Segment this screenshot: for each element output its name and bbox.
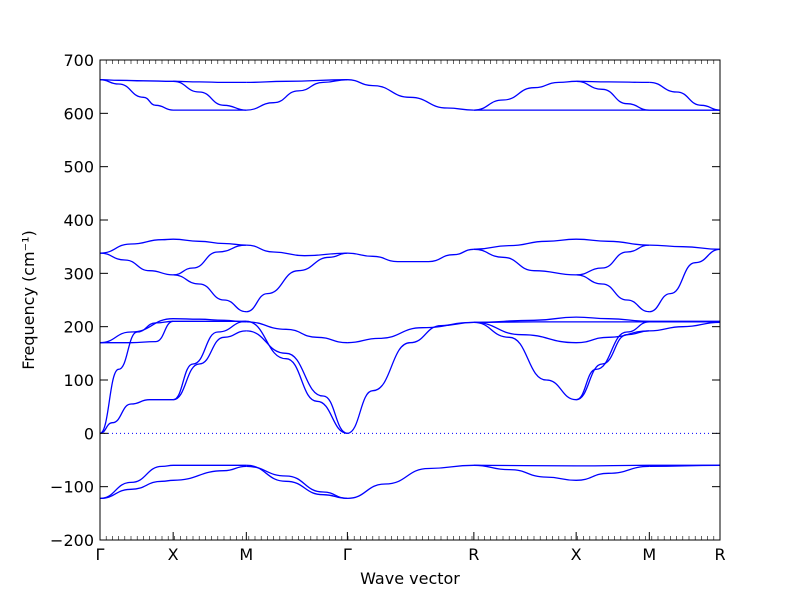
y-tick-label: 0 — [84, 424, 94, 443]
y-tick-label: 100 — [63, 371, 94, 390]
band-line-42 — [649, 321, 721, 332]
band-line-34 — [347, 321, 474, 434]
band-line-38 — [473, 321, 577, 401]
band-line-1 — [99, 79, 247, 111]
y-tick-label: 400 — [63, 211, 94, 230]
band-line-41 — [575, 321, 650, 401]
axes: −200 −100 0 100 200 300 400 500 600 700 Γ X M Γ R X M R — [50, 51, 726, 564]
y-tick-label: 700 — [63, 51, 94, 70]
y-axis-title: Frequency (cm⁻¹) — [19, 230, 38, 369]
x-tick-label: Γ — [343, 545, 352, 564]
x-tick-label: R — [714, 545, 725, 564]
band-line-29 — [172, 320, 247, 401]
band-line-0 — [99, 79, 247, 84]
band-line-13 — [99, 252, 174, 276]
band-line-24 — [649, 244, 721, 250]
x-tick-label: Γ — [96, 545, 105, 564]
band-line-49 — [649, 464, 721, 468]
band-line-32 — [246, 330, 348, 434]
band-line-47 — [347, 464, 720, 500]
x-tick-label: M — [642, 545, 656, 564]
band-line-44 — [99, 465, 247, 500]
x-tick-label: R — [468, 545, 479, 564]
band-line-30 — [173, 330, 247, 401]
x-axis-title: Wave vector — [360, 569, 460, 588]
band-line-5 — [347, 79, 474, 111]
band-line-46 — [246, 464, 348, 500]
band-line-43 — [99, 464, 247, 500]
x-tick-label: X — [571, 545, 582, 564]
band-line-28 — [99, 399, 174, 434]
band-line-16 — [246, 252, 348, 313]
band-line-4 — [246, 79, 348, 84]
y-tick-label: 200 — [63, 318, 94, 337]
band-line-26 — [100, 320, 247, 344]
x-tick-label: M — [239, 545, 253, 564]
x-tick-label: X — [168, 545, 179, 564]
band-line-6 — [473, 80, 577, 111]
band-line-9 — [576, 80, 650, 111]
band-line-18 — [347, 248, 474, 263]
band-line-14 — [173, 244, 247, 276]
band-line-3 — [246, 79, 348, 111]
y-tick-label: −200 — [50, 531, 94, 550]
band-line-48 — [473, 464, 650, 481]
band-line-22 — [576, 274, 650, 313]
band-lines — [99, 79, 721, 500]
band-line-35 — [347, 321, 474, 344]
band-line-31 — [246, 320, 348, 434]
band-line-8 — [576, 80, 650, 84]
band-line-45 — [246, 465, 348, 500]
band-line-33 — [246, 321, 348, 344]
band-line-17 — [246, 244, 348, 257]
band-line-10 — [649, 81, 721, 111]
y-tick-label: −100 — [50, 478, 94, 497]
band-line-21 — [576, 244, 650, 276]
band-line-2 — [173, 80, 247, 111]
band-line-20 — [473, 248, 577, 276]
band-line-25 — [99, 318, 247, 344]
band-line-23 — [649, 248, 721, 313]
band-line-12 — [99, 238, 247, 254]
y-tick-label: 500 — [63, 158, 94, 177]
band-line-27 — [99, 320, 174, 434]
band-line-19 — [473, 238, 650, 250]
band-line-15 — [173, 274, 247, 313]
y-tick-label: 600 — [63, 104, 94, 123]
y-tick-label: 300 — [63, 264, 94, 283]
band-line-40 — [576, 330, 650, 401]
band-line-37 — [473, 321, 720, 324]
